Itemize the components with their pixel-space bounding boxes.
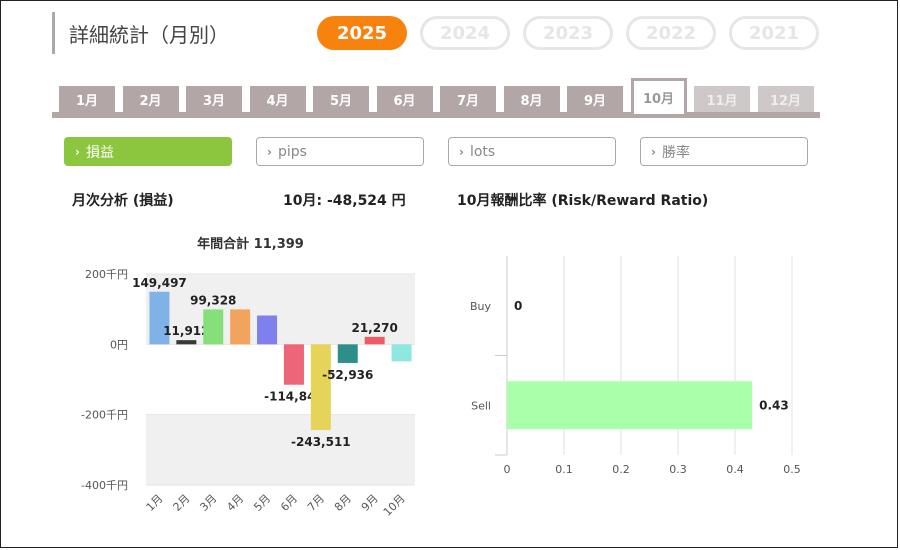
tab-month-10[interactable]: 10月 <box>630 78 687 114</box>
bar-9月 <box>364 336 385 345</box>
tab-month-11[interactable]: 11月 <box>694 86 750 112</box>
bar-5月 <box>257 315 278 345</box>
tab-month-2[interactable]: 2月 <box>122 86 179 112</box>
data-label: 149,497 <box>132 276 187 290</box>
x-tick-label: 7月 <box>305 492 327 514</box>
metric-button-1[interactable]: › 損益 <box>64 137 232 166</box>
chevron-right-icon: › <box>267 144 272 159</box>
x-tick-label: 0.2 <box>612 463 630 476</box>
chevron-right-icon: › <box>75 144 80 159</box>
data-label: -114,843 <box>264 390 324 404</box>
y-tick-label: 200千円 <box>85 268 128 281</box>
monthly-heading: 月次分析 (損益) <box>72 193 174 209</box>
y-tick-label: Sell <box>471 399 491 412</box>
bar-2月 <box>176 340 197 345</box>
monthly-pnl-chart: 年間合計 11,399 200千円 0円 -200千円 -400千円 149,497 1月 1… <box>81 236 415 519</box>
year-button-2023[interactable]: 2023 <box>523 16 613 50</box>
tab-month-7[interactable]: 7月 <box>440 86 496 112</box>
tab-month-9[interactable]: 9月 <box>567 86 623 112</box>
data-label: 11,912 <box>163 324 209 338</box>
metric-button-4[interactable]: › 勝率 <box>640 137 808 166</box>
bar-10月 <box>391 344 412 362</box>
tab-month-5[interactable]: 5月 <box>313 86 369 112</box>
plot-band <box>146 274 415 345</box>
bar-Sell <box>507 381 753 430</box>
y-tick-label: -400千円 <box>81 479 128 492</box>
month-tabs: 1月 2月 3月 4月 5月 6月 7月 8月 9月 10月 11月 12月 <box>52 78 820 118</box>
bar-3月 <box>203 309 224 345</box>
x-tick-label: 9月 <box>359 492 381 514</box>
metric-button-2[interactable]: › pips <box>256 137 424 166</box>
x-tick-label: 0 <box>504 463 511 476</box>
x-tick-label: 4月 <box>224 492 246 514</box>
chart-title: 年間合計 11,399 <box>197 236 304 252</box>
x-tick-label: 10月 <box>381 492 408 519</box>
bar-1月 <box>149 291 170 345</box>
month-total: 10月: -48,524 円 <box>283 193 406 209</box>
risk-reward-chart: 0 0.1 0.2 0.3 0.4 0.5 Buy 0 Sell 0.43 <box>470 256 801 476</box>
title-block: 詳細統計（月別） <box>52 12 229 54</box>
tab-month-4[interactable]: 4月 <box>249 86 306 112</box>
year-button-2021[interactable]: 2021 <box>729 16 819 50</box>
plot-band <box>146 414 415 485</box>
page-title: 詳細統計（月別） <box>69 22 229 47</box>
plot-band <box>146 344 415 415</box>
tab-month-1[interactable]: 1月 <box>59 86 115 112</box>
bar-6月 <box>283 344 304 385</box>
x-tick-label: 8月 <box>332 492 354 514</box>
x-tick-label: 2月 <box>171 492 193 514</box>
x-tick-label: 3月 <box>197 492 219 514</box>
tab-month-8[interactable]: 8月 <box>503 86 560 112</box>
metric-button-3[interactable]: › lots <box>448 137 616 166</box>
data-label: -243,511 <box>291 435 351 449</box>
x-tick-label: 0.4 <box>726 463 744 476</box>
bar-7月 <box>310 344 331 430</box>
bar-8月 <box>337 344 358 363</box>
y-tick-label: Buy <box>470 300 492 313</box>
metric-label: pips <box>277 143 307 160</box>
data-label: 21,270 <box>351 321 397 335</box>
data-label: 0 <box>514 299 522 313</box>
x-tick-label: 0.3 <box>669 463 687 476</box>
ratio-heading: 10月報酬比率 (Risk/Reward Ratio) <box>457 193 709 209</box>
tab-month-6[interactable]: 6月 <box>376 86 433 112</box>
metric-label: lots <box>469 143 496 160</box>
chevron-right-icon: › <box>459 144 464 159</box>
year-button-2022[interactable]: 2022 <box>626 16 716 50</box>
metric-label: 損益 <box>85 144 114 161</box>
data-label: -52,936 <box>322 368 373 382</box>
year-button-2025[interactable]: 2025 <box>317 16 407 50</box>
tab-month-3[interactable]: 3月 <box>186 86 242 112</box>
data-label: 0.43 <box>759 398 789 412</box>
y-tick-label: -200千円 <box>81 409 128 422</box>
y-tick-label: 0円 <box>110 338 128 351</box>
x-tick-label: 1月 <box>144 492 166 514</box>
tab-month-12[interactable]: 12月 <box>757 86 814 112</box>
x-tick-label: 5月 <box>251 492 273 514</box>
year-button-2024[interactable]: 2024 <box>420 16 510 50</box>
data-label: 99,328 <box>190 293 236 307</box>
bar-4月 <box>230 309 251 345</box>
x-tick-label: 6月 <box>278 492 300 514</box>
x-tick-label: 0.5 <box>783 463 801 476</box>
chevron-right-icon: › <box>651 144 656 159</box>
metric-label: 勝率 <box>661 144 690 161</box>
x-tick-label: 0.1 <box>555 463 573 476</box>
